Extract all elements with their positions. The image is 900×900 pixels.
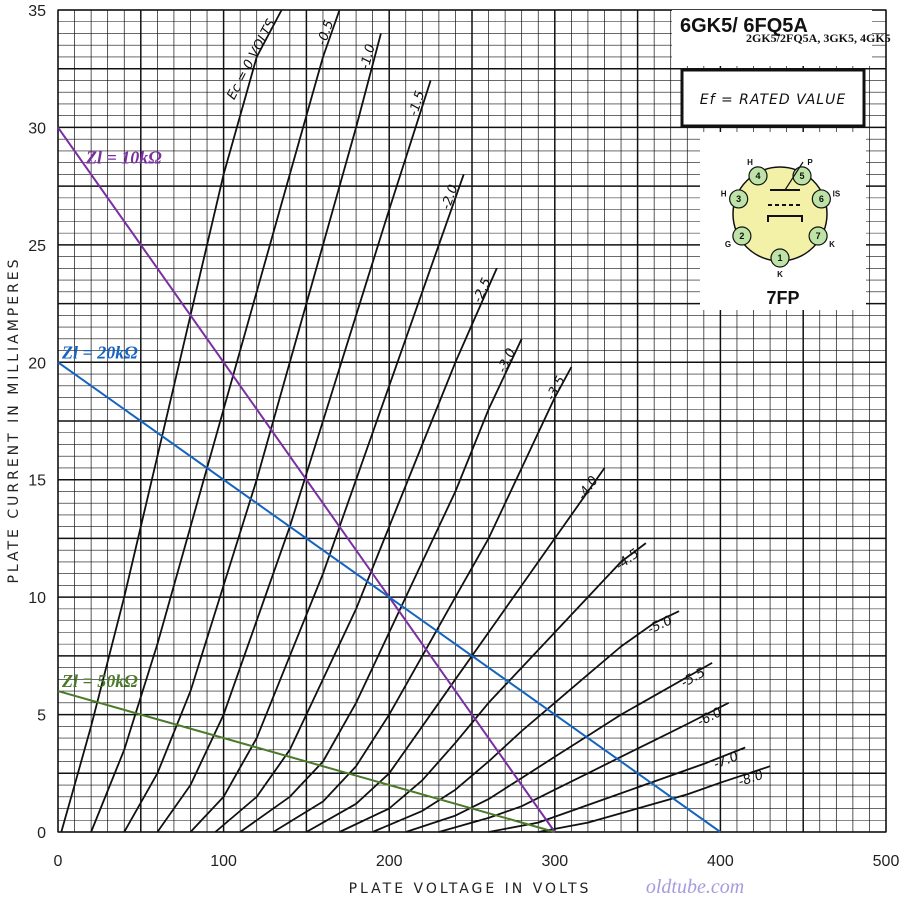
x-tick-label: 200: [376, 853, 403, 870]
plate-curve: [405, 662, 713, 833]
load-line-label: Zl = 50kΩ: [61, 671, 138, 691]
y-tick-label: 15: [28, 473, 46, 490]
chart-subtitle: 2GK5/2FQ5A, 3GK5, 4GK5: [746, 31, 891, 45]
tube-info-panel: 6GK5/ 6FQ5A 2GK5/2FQ5A, 3GK5, 4GK5 Ef = …: [672, 10, 891, 128]
y-tick-label: 30: [28, 120, 46, 137]
plate-curve: [123, 33, 382, 833]
x-axis-title: PLATE VOLTAGE IN VOLTS: [349, 881, 592, 897]
plate-curve: [538, 765, 771, 833]
curve-label: -1.5: [406, 89, 428, 118]
pin-number: 6: [819, 194, 824, 204]
pin-circle: [811, 189, 831, 209]
plate-curve: [372, 610, 680, 833]
pin-circle: [770, 248, 790, 268]
pin-label: K: [829, 240, 835, 249]
x-tick-label: 300: [541, 853, 568, 870]
load-line-label: Zl = 20kΩ: [61, 342, 138, 362]
x-tick-label: 500: [873, 853, 900, 870]
pin-label: H: [721, 189, 727, 198]
x-tick-label: 400: [707, 853, 734, 870]
y-axis-title: PLATE CURRENT IN MILLIAMPERES: [6, 256, 22, 583]
pin-circle: [808, 226, 828, 246]
pin-label: IS: [833, 189, 841, 198]
pin-number: 4: [755, 171, 760, 181]
cathode-electrode: [767, 215, 803, 222]
plate-curve: [90, 9, 341, 833]
base-code: 7FP: [766, 288, 799, 308]
pin-number: 3: [736, 194, 741, 204]
load-line: [57, 690, 556, 833]
load-line-label: Zl = 10kΩ: [85, 147, 162, 167]
pin-label: P: [807, 158, 813, 167]
pin-circle: [748, 166, 768, 186]
x-tick-label: 100: [210, 853, 237, 870]
pin-number: 7: [816, 231, 821, 241]
plate-curve: [189, 174, 465, 833]
y-tick-label: 20: [28, 355, 46, 372]
base-circle: [732, 166, 828, 262]
pin-label: H: [747, 158, 753, 167]
pin-label: K: [777, 270, 783, 279]
watermark: oldtube.com: [646, 876, 744, 898]
pin-number: 2: [739, 231, 744, 241]
y-tick-label: 25: [28, 238, 46, 255]
pin-number: 5: [799, 171, 804, 181]
y-tick-label: 5: [37, 708, 46, 725]
plate-curve: [214, 267, 498, 833]
curve-label: -1.0: [358, 43, 379, 71]
plate-curve: [339, 542, 647, 833]
pin-circle: [729, 189, 749, 209]
x-tick-label: 0: [54, 853, 63, 870]
y-tick-label: 35: [28, 3, 46, 20]
load-line: [57, 126, 556, 833]
ef-box: [680, 68, 866, 128]
pin-circle: [732, 226, 752, 246]
y-tick-label: 10: [28, 590, 46, 607]
pin-label: G: [725, 240, 731, 249]
pin-number: 1: [777, 253, 782, 263]
plate-curve: [239, 338, 523, 833]
load-lines: Zl = 10kΩ Zl = 20kΩ Zl = 50kΩ: [57, 126, 721, 833]
plate-curve: [488, 746, 746, 833]
plate-lead: [784, 161, 804, 191]
load-line: [57, 361, 721, 833]
plate-curve: [438, 701, 730, 833]
y-tick-label: 0: [37, 825, 46, 842]
ef-note: Ef = RATED VALUE: [700, 92, 846, 108]
chart-title: 6GK5/ 6FQ5A: [680, 15, 808, 37]
plate-curve: [272, 366, 573, 833]
plate-curve: [60, 9, 283, 833]
